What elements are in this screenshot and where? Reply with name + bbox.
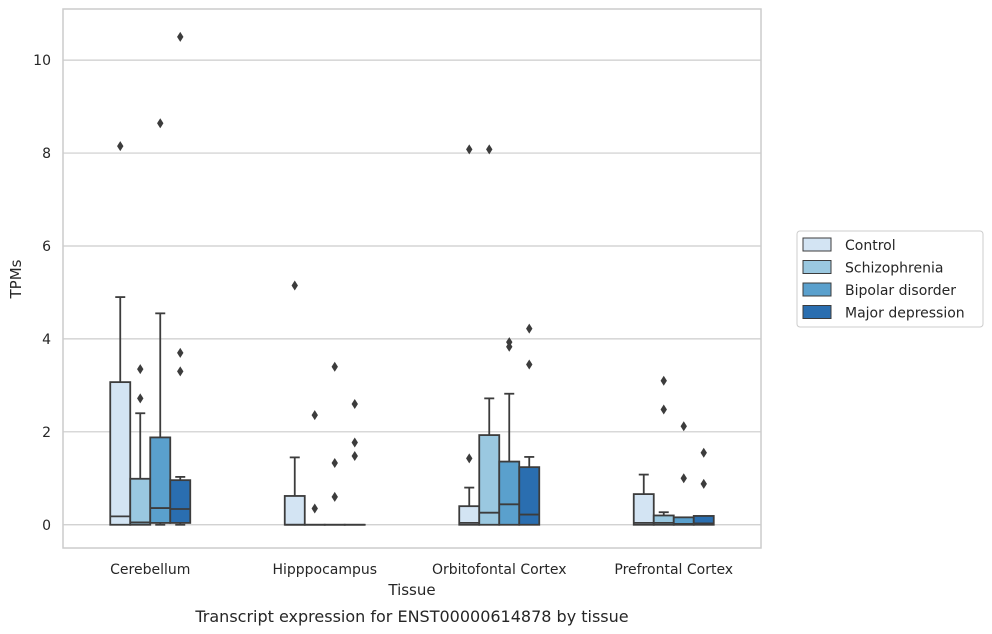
outlier-point (331, 457, 338, 468)
outlier-point (526, 323, 533, 334)
x-tick-label: Orbitofontal Cortex (432, 562, 567, 578)
outlier-point (700, 478, 707, 489)
x-axis-title: Tissue (387, 581, 435, 599)
box-body (458, 505, 481, 526)
box-body (478, 434, 501, 526)
outlier-point (660, 404, 667, 415)
legend-label: Control (845, 238, 896, 254)
legend-swatch (802, 237, 832, 252)
box-group (632, 473, 655, 526)
box-group (652, 375, 675, 526)
box-group (343, 398, 366, 526)
outlier-point (311, 503, 318, 514)
outlier-point (660, 375, 667, 386)
legend-swatch (802, 282, 832, 297)
outlier-point (351, 450, 358, 461)
x-tick-label: Cerebellum (110, 562, 190, 578)
box-group (518, 323, 541, 526)
outlier-point (177, 366, 184, 377)
plot-area-frame (62, 8, 762, 549)
outlier-point (466, 453, 473, 464)
box-group (478, 144, 501, 526)
y-tick-label: 0 (42, 518, 51, 534)
outlier-point (311, 410, 318, 421)
outlier-point (466, 144, 473, 155)
legend-swatch (802, 305, 832, 319)
legend-swatch (802, 260, 832, 274)
outlier-point (137, 393, 144, 404)
box-group (149, 118, 172, 526)
outlier-point (351, 437, 358, 448)
x-tick-labels: Cerebellum Hipppocampus Orbitofontal Corte… (110, 562, 733, 578)
y-tick-label: 4 (42, 332, 51, 348)
box-group (283, 280, 306, 526)
outlier-point (680, 421, 687, 432)
legend-label: Major depression (845, 306, 965, 322)
x-tick-label: Hipppocampus (272, 562, 377, 578)
box-group (498, 337, 521, 526)
box-group (109, 141, 132, 526)
box-body (169, 479, 192, 524)
box-body (129, 477, 152, 526)
outlier-point (331, 491, 338, 502)
outlier-point (331, 361, 338, 372)
box-group (692, 447, 715, 526)
legend: Control Schizophrenia Bipolar disorder Majo… (796, 230, 984, 328)
legend-frame (796, 230, 984, 328)
y-tick-labels: 0 2 4 6 8 10 (33, 53, 51, 534)
box-body (632, 493, 655, 526)
outlier-point (680, 473, 687, 484)
box-body (518, 466, 541, 526)
y-axis-title: TPMs (7, 259, 25, 299)
box-body (283, 495, 306, 526)
box-group (303, 410, 326, 526)
outlier-point (177, 347, 184, 358)
outlier-point (157, 118, 164, 129)
legend-label: Bipolar disorder (845, 283, 956, 299)
x-tick-label: Prefrontal Cortex (614, 562, 733, 578)
outlier-point (526, 359, 533, 370)
figure-caption: Transcript expression for ENST0000061487… (194, 607, 628, 626)
box-group (129, 364, 152, 526)
outlier-point (177, 31, 184, 42)
box-group (672, 421, 695, 526)
boxes (109, 31, 715, 526)
outlier-point (506, 337, 513, 348)
box-body (692, 515, 715, 526)
box-group (323, 361, 346, 526)
y-tick-label: 2 (42, 425, 51, 441)
y-tick-label: 6 (42, 239, 51, 255)
y-tick-label: 10 (33, 53, 51, 69)
box-body (109, 381, 132, 526)
outlier-point (291, 280, 298, 291)
outlier-point (700, 447, 707, 458)
outlier-point (137, 364, 144, 375)
box-body (149, 436, 172, 524)
outlier-point (351, 398, 358, 409)
box-body (498, 460, 521, 526)
outlier-point (486, 144, 493, 155)
legend-label: Schizophrenia (845, 261, 943, 277)
box-group (458, 144, 481, 526)
box-group (169, 31, 192, 526)
outlier-point (117, 141, 124, 152)
y-tick-label: 8 (42, 146, 51, 162)
